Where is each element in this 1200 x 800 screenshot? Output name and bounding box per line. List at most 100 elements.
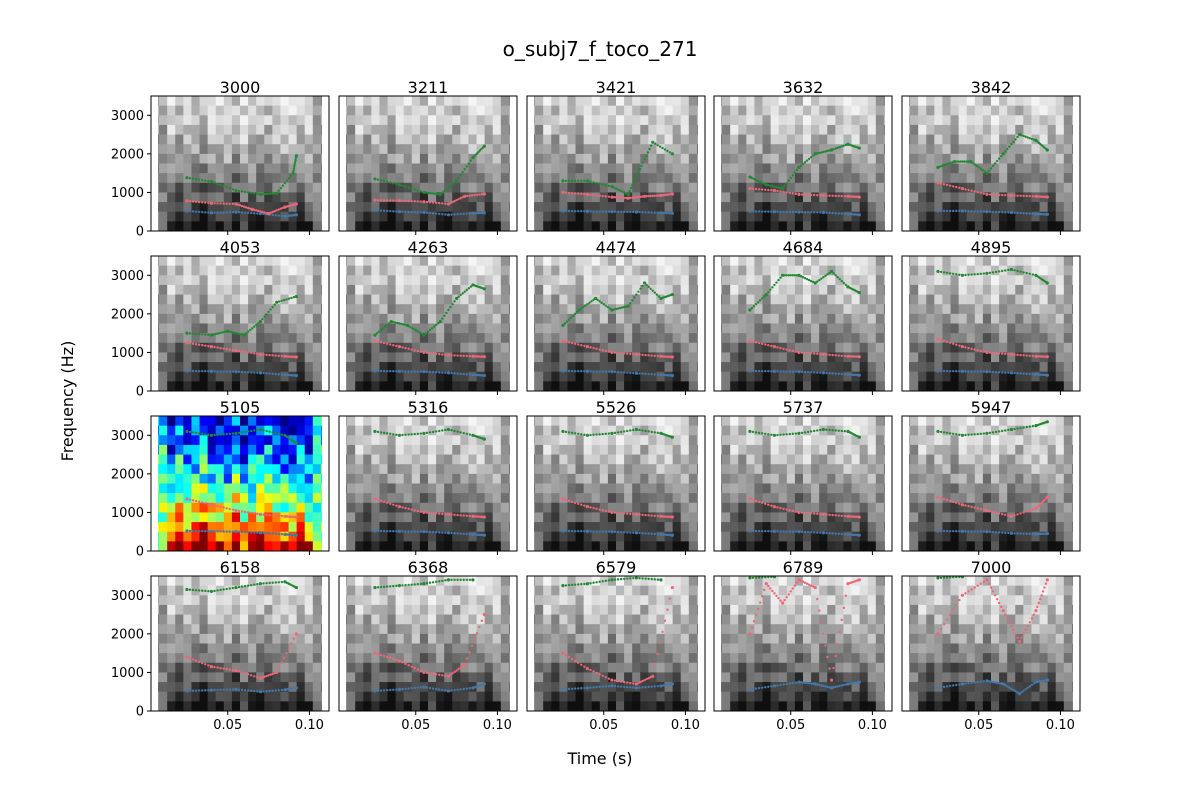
formant-point [644,513,647,517]
formant-point [1045,495,1049,499]
formant-point [760,188,764,191]
formant-point [638,372,641,375]
formant-point [413,200,416,203]
formant-point [1009,210,1014,215]
formant-point [936,576,940,580]
formant-point [767,433,770,436]
formant-point [757,369,761,373]
formant-point [809,371,813,374]
formant-point [395,504,398,507]
formant-point [204,333,207,336]
formant-point [422,510,426,515]
formant-point [948,499,952,503]
formant-f3-track [185,580,298,594]
formant-point [293,161,297,164]
formant-point [451,303,454,306]
formant-f3-track [373,578,475,590]
formant-point [274,214,277,217]
formant-point [857,373,861,377]
formant-point [649,144,653,147]
formant-point [641,686,644,689]
formant-point [604,432,607,436]
formant-point [201,501,204,504]
formant-point [770,504,773,507]
formant-point [794,370,798,373]
formant-point [837,532,840,536]
formant-point [1024,628,1027,632]
formant-point [993,162,997,165]
formant-point [801,580,805,583]
formant-point [965,160,968,163]
formant-point [385,369,389,373]
formant-point [428,530,432,534]
formant-point [424,191,428,194]
formant-point [401,687,404,691]
formant-point [840,194,843,198]
formant-point [772,505,777,509]
formant-point [942,685,946,689]
formant-point [779,599,782,602]
formant-point [993,681,997,684]
formant-point [577,192,580,195]
formant-point [213,665,216,669]
formant-point [401,199,404,202]
formant-point [840,145,843,148]
formant-point [638,531,641,535]
formant-point [595,581,598,584]
panel-frame [150,255,330,392]
formant-point [773,283,776,287]
formant-point [825,353,828,356]
formant-point [282,656,286,660]
formant-point [604,509,607,513]
formant-point [805,681,809,685]
formant-point [670,152,674,156]
formant-point [982,508,986,511]
formant-point [577,583,580,586]
formant-point [188,657,192,660]
formant-point [376,369,380,373]
formant-point [592,433,595,436]
formant-point [219,183,222,187]
formant-point [1000,155,1003,158]
formant-point [1016,513,1019,516]
formant-point [1001,352,1004,355]
formant-point [395,658,398,662]
formant-point [979,167,982,170]
formant-f2-track [936,578,1049,644]
formant-point [389,656,392,660]
formant-point [185,331,189,335]
formant-point [222,211,225,214]
formant-point [764,210,767,213]
formant-point [997,601,1001,605]
formant-point [561,369,565,373]
formant-point [585,505,590,509]
formant-point [973,370,976,373]
formant-point [1045,532,1049,536]
formant-point [610,678,614,682]
formant-point [973,433,976,436]
formant-point [246,430,250,433]
x-tick-label: 0.05 [964,718,993,733]
formant-point [397,659,402,663]
formant-point [280,214,284,218]
formant-point [1010,143,1013,146]
formant-point [1004,194,1007,197]
formant-point [271,514,274,517]
formant-point [1007,531,1010,535]
formant-point [806,511,810,515]
formant-point [1016,135,1019,139]
formant-point [392,370,395,373]
formant-point [392,584,395,588]
formant-point [589,210,592,213]
formant-point [1020,691,1023,694]
formant-point [659,578,663,582]
formant-point [782,370,785,373]
formant-point [234,331,238,335]
formant-tracks [561,427,674,537]
formant-point [204,689,207,692]
formant-point [413,666,416,670]
formant-point [185,655,189,659]
formant-point [188,332,192,335]
formant-point [238,204,242,207]
